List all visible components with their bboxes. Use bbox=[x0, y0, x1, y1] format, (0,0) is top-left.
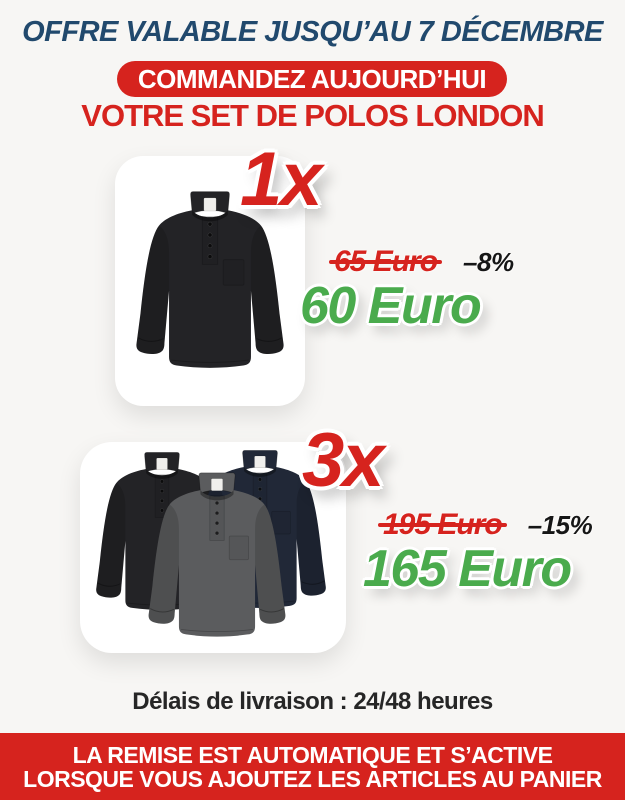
quantity-badge-3x: 3x bbox=[302, 418, 385, 503]
old-price-offer-2: 195 Euro bbox=[383, 508, 503, 541]
auto-discount-line-2: LORSQUE VOUS AJOUTEZ LES ARTICLES AU PAN… bbox=[23, 765, 602, 792]
new-price-offer-2: 165 Euro bbox=[363, 540, 572, 598]
product-card-polo-set bbox=[80, 442, 346, 653]
product-card-single-polo bbox=[115, 156, 305, 406]
auto-discount-banner: LA REMISE EST AUTOMATIQUE ET S’ACTIVE LO… bbox=[0, 733, 625, 800]
product-set-title: VOTRE SET DE POLOS LONDON bbox=[81, 98, 544, 133]
quantity-badge-1x: 1x bbox=[240, 137, 323, 222]
old-price-offer-1: 65 Euro bbox=[334, 245, 438, 278]
discount-offer-1: –8% bbox=[463, 247, 514, 277]
polo-gray-set-image bbox=[148, 472, 286, 638]
price-block-offer-2: 195 Euro –15% 165 Euro bbox=[363, 508, 593, 598]
delivery-time-text: Délais de livraison : 24/48 heures bbox=[132, 688, 493, 715]
new-price-offer-1: 60 Euro bbox=[300, 277, 482, 335]
order-today-label: COMMANDEZ AUJOURD’HUI bbox=[137, 64, 487, 94]
discount-offer-2: –15% bbox=[527, 510, 593, 540]
offer-validity-text: OFFRE VALABLE JUSQU’AU 7 DÉCEMBRE bbox=[22, 16, 603, 48]
price-block-offer-1: 65 Euro –8% 60 Euro bbox=[300, 245, 514, 335]
order-today-badge[interactable]: COMMANDEZ AUJOURD’HUI bbox=[117, 61, 507, 97]
auto-discount-line-1: LA REMISE EST AUTOMATIQUE ET S’ACTIVE bbox=[72, 741, 553, 768]
